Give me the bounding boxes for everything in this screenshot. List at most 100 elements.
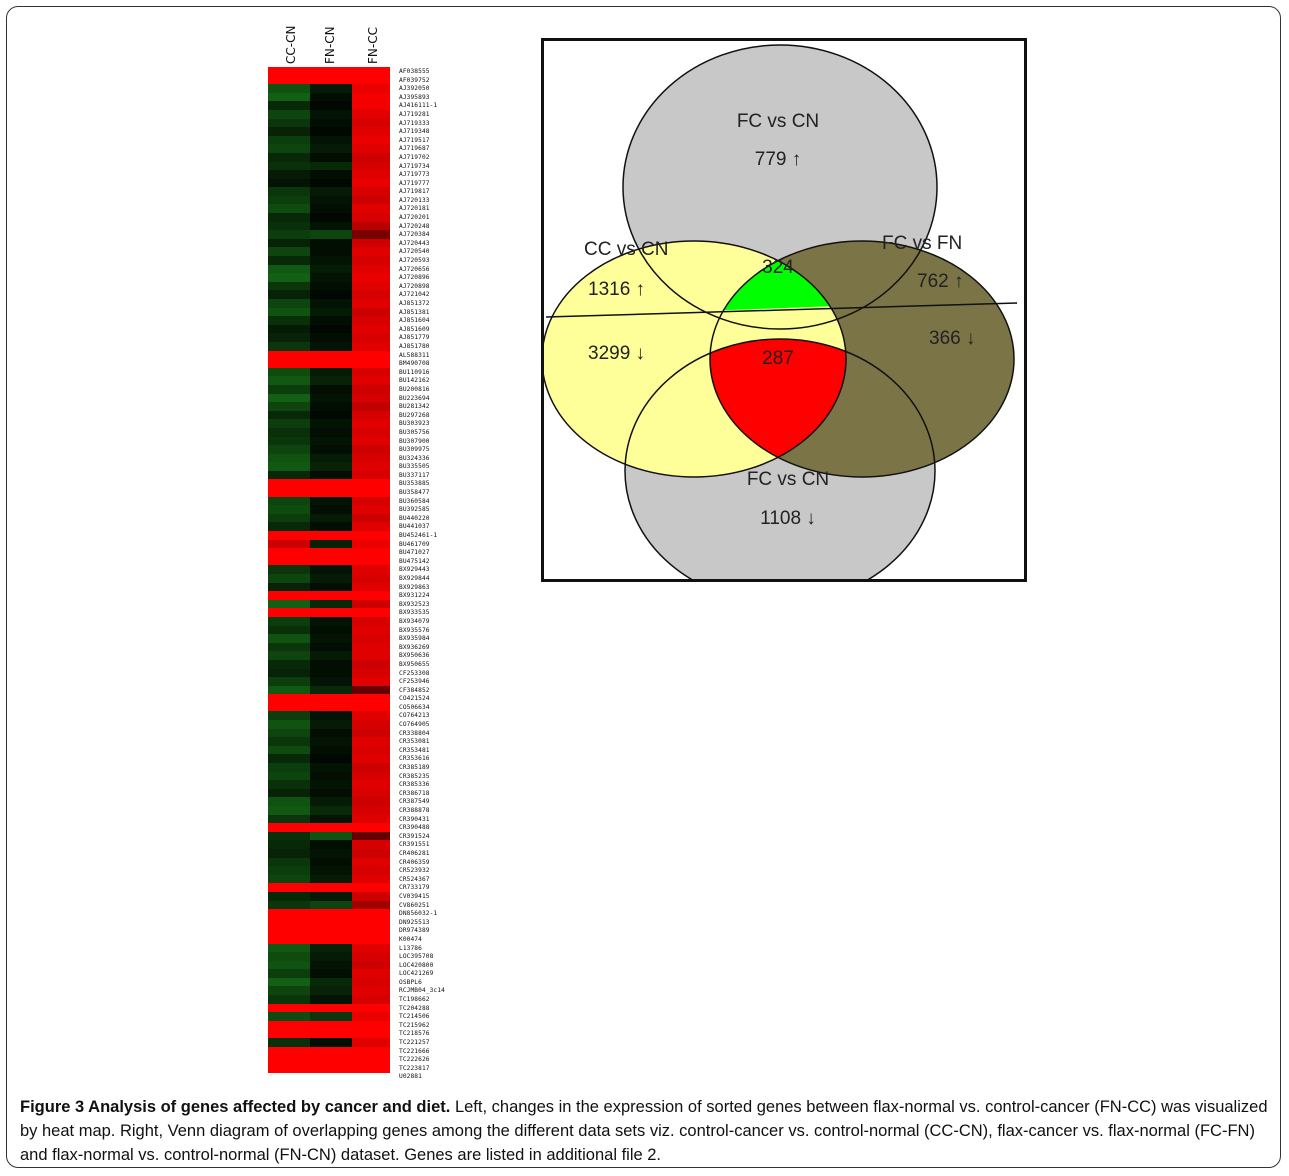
heatmap-cell — [268, 677, 310, 687]
heatmap-cell — [268, 307, 310, 317]
gene-label: BX929863 — [399, 583, 430, 591]
venn-top-label: FC vs CN — [737, 111, 819, 132]
heatmap-cell — [310, 127, 352, 137]
heatmap-cell — [310, 891, 352, 902]
heatmap-cell — [268, 1038, 310, 1048]
heatmap-cell — [310, 548, 352, 558]
heatmap-cell — [310, 926, 352, 936]
heatmap-cell — [310, 453, 352, 463]
heatmap-cell — [268, 952, 310, 962]
heatmap-cell — [268, 668, 310, 678]
gene-label: CV039415 — [399, 892, 430, 900]
heatmap-cell — [352, 677, 390, 687]
heatmap-cell — [352, 359, 390, 369]
heatmap-cell — [310, 264, 352, 274]
heatmap-cell — [352, 565, 390, 575]
heatmap-cell — [268, 92, 310, 102]
heatmap-cell — [352, 1003, 390, 1013]
heatmap-cell — [352, 470, 390, 481]
heatmap-cell — [352, 221, 390, 231]
heatmap-cell — [268, 247, 310, 257]
heatmap-cell — [268, 410, 310, 420]
heatmap-cell — [268, 909, 310, 919]
heatmap-cell — [310, 204, 352, 214]
gene-label: BU309975 — [399, 446, 430, 454]
heatmap-cell — [268, 161, 310, 171]
gene-label: CR523932 — [399, 867, 430, 875]
heatmap-cell — [352, 127, 390, 137]
heatmap-cell — [310, 307, 352, 317]
gene-label: BX936269 — [399, 643, 430, 651]
heatmap-cell — [310, 763, 352, 773]
heatmap-cell — [352, 453, 390, 463]
gene-label: AJ719702 — [399, 153, 430, 161]
gene-label: CR406281 — [399, 849, 430, 857]
gene-label: BX929443 — [399, 566, 430, 574]
heatmap-cell — [352, 771, 390, 781]
heatmap-cell — [268, 977, 310, 988]
heatmap-cell — [352, 84, 390, 94]
heatmap-cell — [352, 204, 390, 214]
heatmap-cell — [352, 187, 390, 197]
heatmap-cell — [352, 1038, 390, 1048]
gene-label: CR353081 — [399, 738, 430, 746]
heatmap-cell — [352, 702, 390, 713]
heatmap-cell — [352, 393, 390, 403]
gene-label: CR385336 — [399, 781, 430, 789]
gene-label: LOC420800 — [399, 961, 434, 969]
heatmap-cell — [310, 505, 352, 515]
gene-label: CR386718 — [399, 789, 430, 797]
heatmap-cell — [352, 848, 390, 859]
heatmap-cell — [268, 728, 310, 738]
gene-label: CF384852 — [399, 686, 430, 694]
heatmap-cell — [310, 436, 352, 446]
heatmap-cell — [352, 333, 390, 343]
heatmap-cell — [352, 488, 390, 498]
heatmap-cell — [268, 505, 310, 515]
heatmap-cell — [352, 316, 390, 326]
heatmap-cell — [268, 969, 310, 979]
heatmap-cell — [352, 1055, 390, 1065]
heatmap-cell — [268, 75, 310, 85]
gene-label: BU475142 — [399, 557, 430, 565]
heatmap-cell — [268, 659, 310, 670]
heatmap-cell — [310, 213, 352, 223]
gene-label: TC204288 — [399, 1004, 430, 1012]
gene-label: TC214506 — [399, 1013, 430, 1021]
heatmap-cell — [268, 900, 310, 910]
gene-label: BX935984 — [399, 635, 430, 643]
heatmap-cell — [352, 1046, 390, 1056]
heatmap-cell — [352, 531, 390, 541]
heatmap-cell — [310, 737, 352, 747]
heatmap-cell — [268, 384, 310, 395]
gene-label: TC215962 — [399, 1021, 430, 1029]
venn-svg: FC vs CN 779 ↑ CC vs CN 1316 ↑ 3299 ↓ FC… — [544, 44, 1018, 579]
heatmap-cell — [268, 127, 310, 137]
heatmap-cell — [268, 402, 310, 412]
heatmap-cell — [310, 702, 352, 713]
heatmap-cell — [352, 806, 390, 816]
heatmap-cell — [268, 84, 310, 94]
gene-label: CR387549 — [399, 798, 430, 806]
gene-label: DR974389 — [399, 927, 430, 935]
gene-label: AJ720133 — [399, 196, 430, 204]
gene-label: AJ719281 — [399, 110, 430, 118]
heatmap-cell — [268, 771, 310, 781]
heatmap-cell — [352, 324, 390, 334]
heatmap-cell — [352, 350, 390, 360]
heatmap-cell — [268, 135, 310, 145]
heatmap-cell — [352, 281, 390, 292]
heatmap-cell — [268, 616, 310, 627]
heatmap-cell — [310, 273, 352, 283]
heatmap-cell — [268, 1063, 310, 1073]
heatmap-cell — [268, 857, 310, 867]
heatmap-cell — [352, 496, 390, 506]
heatmap-cell — [310, 685, 352, 695]
heatmap-cell — [352, 376, 390, 386]
heatmap-cell — [310, 470, 352, 481]
gene-label: BU452461-1 — [399, 532, 438, 540]
gene-label: CR391524 — [399, 832, 430, 840]
heatmap-cell — [352, 247, 390, 257]
gene-label: AJ720656 — [399, 265, 430, 273]
heatmap-cell — [310, 969, 352, 979]
